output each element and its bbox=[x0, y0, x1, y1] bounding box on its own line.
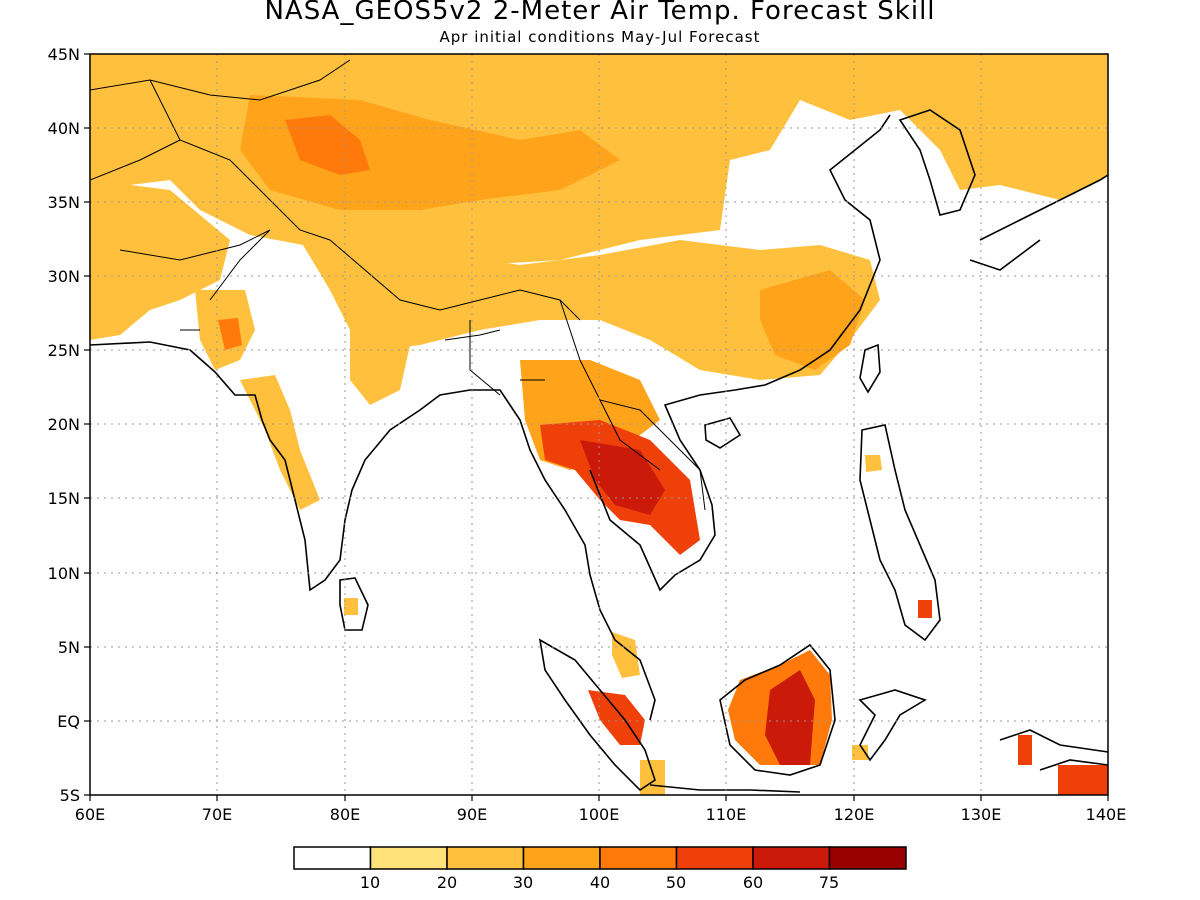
lat-label: 45N bbox=[48, 45, 80, 64]
lon-label: 90E bbox=[457, 805, 487, 824]
coast-taiwan bbox=[859, 343, 881, 394]
indochina-hot bbox=[580, 440, 665, 515]
colorbar-swatch bbox=[752, 846, 831, 870]
lon-label: 70E bbox=[202, 805, 232, 824]
page-subtitle: Apr initial conditions May-Jul Forecast bbox=[439, 28, 761, 46]
colorbar-swatch bbox=[675, 846, 754, 870]
lon-label: 100E bbox=[579, 805, 620, 824]
south-china-warm bbox=[760, 270, 865, 370]
country-borders bbox=[90, 59, 706, 511]
colorbar-swatch bbox=[828, 846, 907, 870]
skill-field bbox=[90, 54, 1108, 795]
new-guinea-west bbox=[1018, 735, 1032, 765]
philippines-patch bbox=[865, 455, 882, 472]
colorbar-label: 75 bbox=[819, 873, 839, 892]
lat-label: EQ bbox=[57, 712, 80, 731]
lat-label: 20N bbox=[48, 415, 80, 434]
lat-label: 40N bbox=[48, 119, 80, 138]
philippines-hot bbox=[918, 600, 932, 618]
colorbar-label: 60 bbox=[743, 873, 763, 892]
india-patch-south bbox=[240, 375, 320, 510]
border-lines bbox=[90, 59, 706, 511]
coast-hainan bbox=[704, 417, 742, 449]
sri-lanka-patch bbox=[344, 598, 358, 615]
tibet-region bbox=[300, 240, 880, 380]
colorbar-label: 20 bbox=[437, 873, 457, 892]
borneo-hot bbox=[765, 670, 815, 765]
grid-lines bbox=[90, 54, 1108, 795]
coast-indochina bbox=[589, 114, 891, 592]
coast-new-guinea bbox=[999, 729, 1108, 771]
lat-label: 5N bbox=[58, 638, 80, 657]
coast-sri-lanka bbox=[339, 577, 369, 631]
lat-label: 35N bbox=[48, 193, 80, 212]
lon-label: 110E bbox=[706, 805, 747, 824]
west-asia-region bbox=[90, 180, 230, 340]
india-patch-east bbox=[350, 330, 410, 405]
tarim-hotspot bbox=[285, 115, 370, 175]
coast-korea-japan bbox=[898, 109, 1108, 271]
java-patch bbox=[640, 760, 665, 795]
coast-sumatra bbox=[538, 638, 656, 792]
colorbar-label: 30 bbox=[513, 873, 533, 892]
axis-ticks bbox=[84, 53, 1109, 801]
colorbar-label: 50 bbox=[666, 873, 686, 892]
new-guinea-region bbox=[1058, 765, 1108, 795]
lon-label: 80E bbox=[330, 805, 360, 824]
lat-label: 10N bbox=[48, 564, 80, 583]
lat-label: 30N bbox=[48, 267, 80, 286]
sulawesi-patch bbox=[852, 745, 868, 760]
malaysia-patch bbox=[612, 632, 640, 678]
lat-label: 25N bbox=[48, 341, 80, 360]
colorbar-swatch bbox=[446, 846, 525, 870]
colorbar-swatch bbox=[522, 846, 601, 870]
lat-label: 5S bbox=[60, 786, 80, 805]
coast-borneo bbox=[719, 643, 836, 776]
lon-label: 140E bbox=[1086, 805, 1127, 824]
lon-label: 60E bbox=[75, 805, 105, 824]
lon-label: 130E bbox=[961, 805, 1002, 824]
colorbar-swatch bbox=[599, 846, 678, 870]
india-hot-patch bbox=[218, 318, 242, 350]
lat-tick-labels: 5S EQ 5N 10N 15N 20N 25N 30N 35N 40N 45N bbox=[48, 45, 80, 805]
colorbar-swatch bbox=[369, 846, 448, 870]
coast-java bbox=[649, 784, 801, 793]
colorbar-label: 40 bbox=[590, 873, 610, 892]
coast-sulawesi bbox=[858, 689, 927, 762]
colorbar-label: 10 bbox=[360, 873, 380, 892]
coast-philippines bbox=[859, 424, 941, 642]
colorbar-swatch bbox=[293, 846, 372, 870]
sumatra-region bbox=[588, 690, 645, 745]
lon-tick-labels: 60E 70E 80E 90E 100E 110E 120E 130E 140E bbox=[75, 805, 1127, 824]
lon-label: 120E bbox=[834, 805, 875, 824]
lat-label: 15N bbox=[48, 489, 80, 508]
coast-south-asia bbox=[90, 341, 656, 721]
colorbar: 10 20 30 40 50 60 75 bbox=[293, 846, 907, 892]
page-title: NASA_GEOS5v2 2-Meter Air Temp. Forecast … bbox=[264, 0, 936, 26]
coastlines bbox=[90, 109, 1108, 793]
